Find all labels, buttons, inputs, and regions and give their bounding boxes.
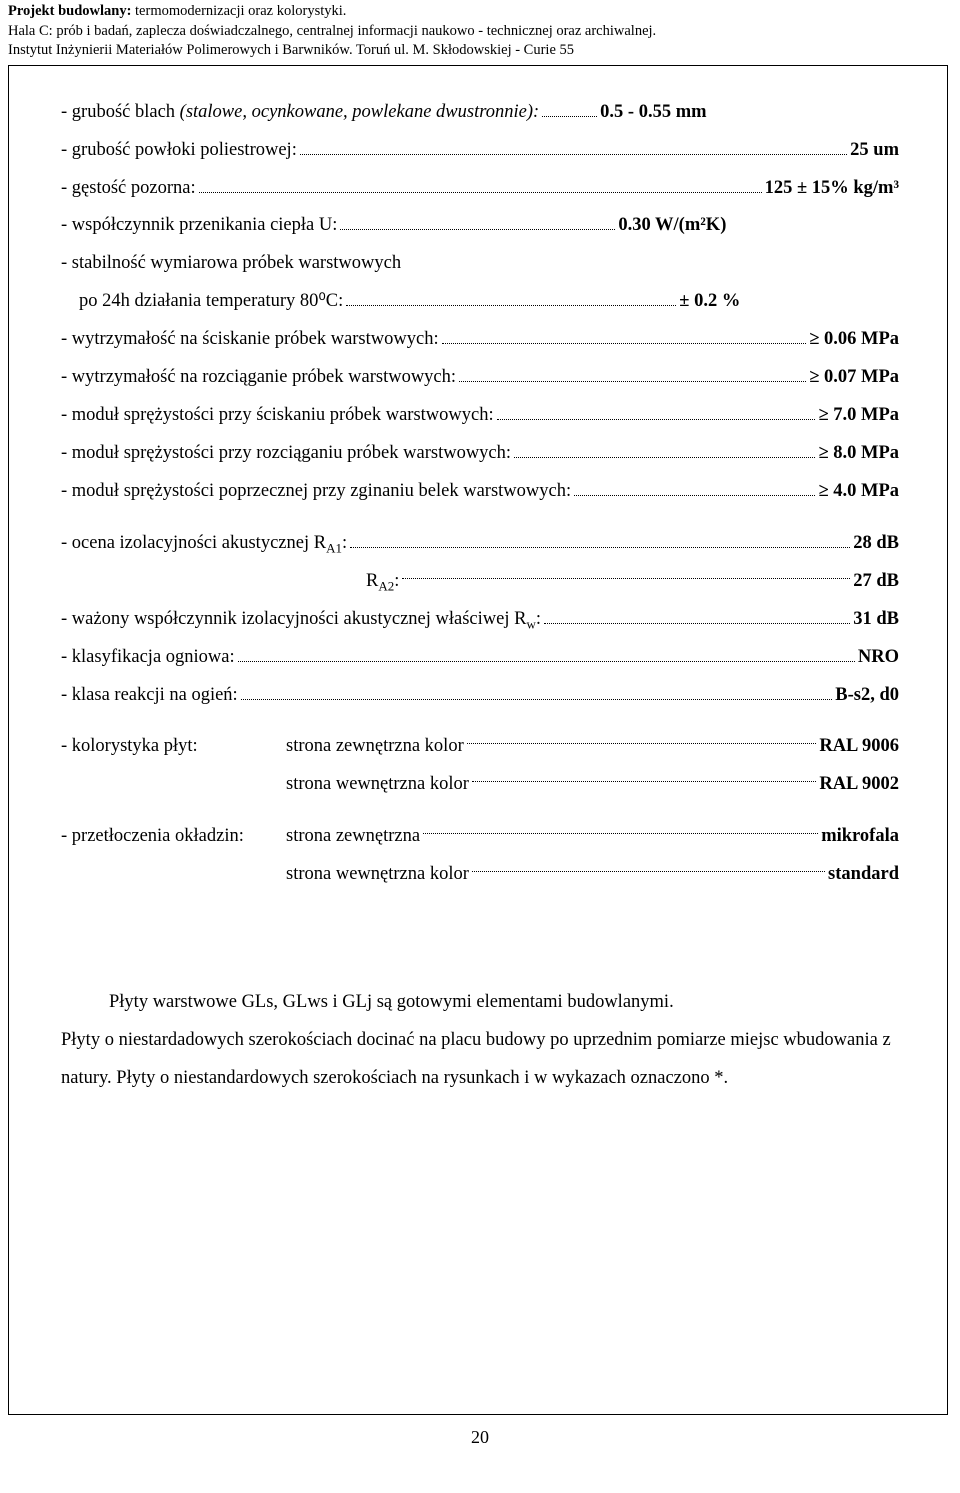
spec-compressive-strength: - wytrzymałość na ściskanie próbek warst… (61, 321, 899, 359)
spec-fire-class: - klasyfikacja ogniowa: NRO (61, 639, 899, 677)
spec-u-value: - współczynnik przenikania ciepła U: 0.3… (61, 207, 899, 245)
spec-acoustic-ra2: RA2: 27 dB (61, 563, 899, 601)
spec-profile-inner: strona wewnętrzna kolor standard (61, 856, 899, 894)
spec-dimensional-stability-1: - stabilność wymiarowa próbek warstwowyc… (61, 245, 899, 283)
page: Projekt budowlany: termomodernizacji ora… (0, 0, 960, 1448)
note-paragraph: Płyty warstwowe GLs, GLws i GLj są gotow… (61, 984, 899, 1098)
spec-thickness-sheet: - grubość blach (stalowe, ocynkowane, po… (61, 94, 899, 132)
header-line-1: Projekt budowlany: termomodernizacji ora… (8, 2, 952, 22)
spec-acoustic-rw: - ważony współczynnik izolacyjności akus… (61, 601, 899, 639)
content-frame: - grubość blach (stalowe, ocynkowane, po… (8, 65, 948, 1415)
page-number: 20 (0, 1427, 960, 1448)
note-line-2: Płyty o niestardadowych szerokościach do… (61, 1022, 899, 1098)
header-line-3: Instytut Inżynierii Materiałów Polimerow… (8, 41, 952, 61)
spec-color-outer: - kolorystyka płyt: strona zewnętrzna ko… (61, 728, 899, 766)
page-header: Projekt budowlany: termomodernizacji ora… (0, 0, 960, 61)
spec-acoustic-ra1: - ocena izolacyjności akustycznej RA1: 2… (61, 525, 899, 563)
spec-fire-reaction: - klasa reakcji na ogień: B-s2, d0 (61, 677, 899, 715)
project-title: termomodernizacji oraz kolorystyki. (131, 3, 346, 19)
header-line-2: Hala C: prób i badań, zaplecza doświadcz… (8, 22, 952, 42)
spec-profile-outer: - przetłoczenia okładzin: strona zewnętr… (61, 818, 899, 856)
spec-color-inner: strona wewnętrzna kolor RAL 9002 (61, 766, 899, 804)
spec-modulus-tension: - moduł sprężystości przy rozciąganiu pr… (61, 435, 899, 473)
spec-modulus-shear: - moduł sprężystości poprzecznej przy zg… (61, 473, 899, 511)
spec-modulus-compression: - moduł sprężystości przy ściskaniu prób… (61, 397, 899, 435)
project-label: Projekt budowlany: (8, 3, 131, 19)
spec-tensile-strength: - wytrzymałość na rozciąganie próbek war… (61, 359, 899, 397)
spec-dimensional-stability-2: po 24h działania temperatury 80⁰C: ± 0.2… (61, 283, 899, 321)
spec-coating-thickness: - grubość powłoki poliestrowej: 25 um (61, 132, 899, 170)
spec-density: - gęstość pozorna: 125 ± 15% kg/m³ (61, 170, 899, 208)
note-line-1: Płyty warstwowe GLs, GLws i GLj są gotow… (61, 984, 899, 1022)
